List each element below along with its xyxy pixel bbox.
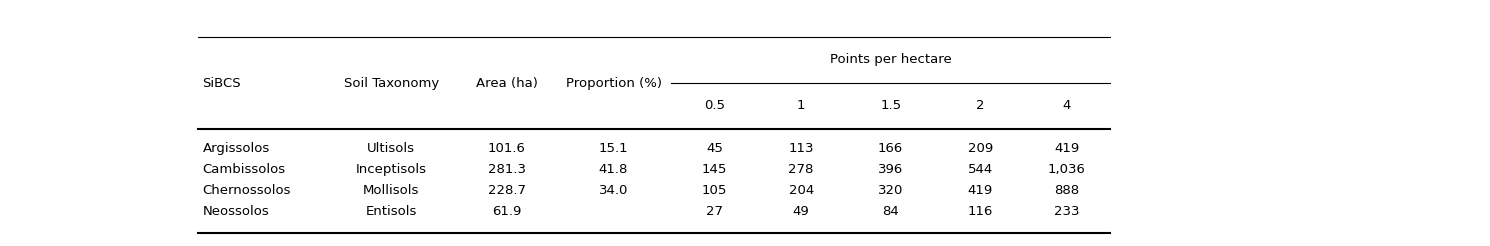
Text: 116: 116 — [967, 205, 992, 218]
Text: 113: 113 — [788, 142, 814, 155]
Text: 105: 105 — [702, 184, 727, 197]
Text: 233: 233 — [1053, 205, 1079, 218]
Text: 166: 166 — [878, 142, 903, 155]
Text: 281.3: 281.3 — [487, 163, 526, 176]
Text: 1: 1 — [797, 99, 806, 112]
Text: 419: 419 — [1053, 142, 1079, 155]
Text: 84: 84 — [882, 205, 898, 218]
Text: 15.1: 15.1 — [599, 142, 629, 155]
Text: 544: 544 — [967, 163, 992, 176]
Text: 101.6: 101.6 — [487, 142, 526, 155]
Text: 4: 4 — [1062, 99, 1071, 112]
Text: 320: 320 — [878, 184, 903, 197]
Text: Area (ha): Area (ha) — [475, 77, 538, 90]
Text: Inceptisols: Inceptisols — [356, 163, 426, 176]
Text: 41.8: 41.8 — [599, 163, 629, 176]
Text: 45: 45 — [706, 142, 723, 155]
Text: Cambissolos: Cambissolos — [203, 163, 286, 176]
Text: 61.9: 61.9 — [492, 205, 522, 218]
Text: Points per hectare: Points per hectare — [830, 53, 952, 66]
Text: 396: 396 — [878, 163, 903, 176]
Text: Argissolos: Argissolos — [203, 142, 270, 155]
Text: Ultisols: Ultisols — [367, 142, 416, 155]
Text: SiBCS: SiBCS — [203, 77, 241, 90]
Text: 34.0: 34.0 — [599, 184, 629, 197]
Text: 888: 888 — [1055, 184, 1079, 197]
Text: 278: 278 — [788, 163, 814, 176]
Text: 27: 27 — [706, 205, 723, 218]
Text: 419: 419 — [967, 184, 992, 197]
Text: Mollisols: Mollisols — [364, 184, 419, 197]
Text: Proportion (%): Proportion (%) — [566, 77, 662, 90]
Text: Entisols: Entisols — [365, 205, 417, 218]
Text: Chernossolos: Chernossolos — [203, 184, 291, 197]
Text: 228.7: 228.7 — [487, 184, 526, 197]
Text: 1,036: 1,036 — [1047, 163, 1086, 176]
Text: Neossolos: Neossolos — [203, 205, 270, 218]
Text: 204: 204 — [788, 184, 814, 197]
Text: 49: 49 — [793, 205, 809, 218]
Text: 0.5: 0.5 — [705, 99, 726, 112]
Text: Soil Taxonomy: Soil Taxonomy — [344, 77, 440, 90]
Text: 209: 209 — [967, 142, 992, 155]
Text: 145: 145 — [702, 163, 727, 176]
Text: 2: 2 — [976, 99, 985, 112]
Text: 1.5: 1.5 — [881, 99, 901, 112]
